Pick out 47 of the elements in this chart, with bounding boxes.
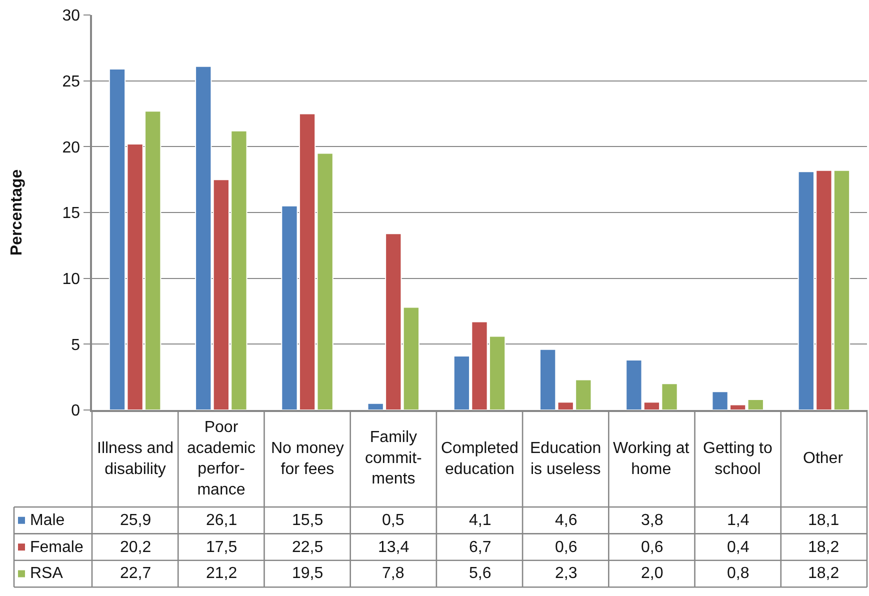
data-label: 26,1 bbox=[206, 512, 238, 529]
y-tick-label: 0 bbox=[71, 402, 80, 420]
legend-label: Male bbox=[30, 512, 65, 529]
data-label: 15,5 bbox=[292, 512, 324, 529]
data-label: 22,5 bbox=[292, 539, 324, 556]
data-label: 2,3 bbox=[555, 565, 578, 582]
data-label: 20,2 bbox=[120, 539, 152, 556]
y-tick-label: 25 bbox=[62, 73, 80, 90]
data-label: 3,8 bbox=[641, 512, 664, 529]
data-label: 0,4 bbox=[727, 539, 750, 556]
data-label: 5,6 bbox=[469, 565, 492, 582]
data-label: 18,1 bbox=[808, 512, 840, 529]
x-tick-label: No money for fees bbox=[271, 440, 344, 478]
data-label: 4,1 bbox=[469, 512, 492, 529]
legend-label: Female bbox=[30, 539, 84, 556]
legend-label: RSA bbox=[30, 565, 64, 582]
data-label: 17,5 bbox=[206, 539, 238, 556]
data-label: 0,6 bbox=[555, 539, 578, 556]
data-label: 7,8 bbox=[382, 565, 404, 582]
x-tick-label: Completed education bbox=[441, 440, 518, 478]
y-tick-label: 15 bbox=[62, 205, 80, 222]
x-tick-label: Illness and disability bbox=[97, 440, 174, 478]
data-label: 0,8 bbox=[727, 565, 750, 582]
data-label: 0,6 bbox=[641, 539, 664, 556]
data-label: 19,5 bbox=[292, 565, 324, 582]
data-label: 6,7 bbox=[469, 539, 492, 556]
y-tick-label: 5 bbox=[71, 336, 80, 354]
data-label: 18,2 bbox=[808, 539, 840, 556]
data-label: 21,2 bbox=[206, 565, 238, 582]
x-tick-label: Family commit- ments bbox=[365, 429, 422, 488]
data-label: 1,4 bbox=[727, 512, 750, 529]
data-label: 22,7 bbox=[120, 565, 152, 582]
data-label: 25,9 bbox=[120, 512, 152, 529]
data-label: 18,2 bbox=[808, 565, 840, 582]
x-tick-label: Poor academic perfor- mance bbox=[187, 419, 256, 498]
y-axis-title: Percentage bbox=[8, 169, 26, 256]
y-tick-label: 10 bbox=[62, 270, 80, 288]
x-tick-label: Education is useless bbox=[530, 440, 602, 478]
data-label: 4,6 bbox=[555, 512, 578, 529]
x-tick-label: Getting to school bbox=[703, 440, 772, 478]
y-tick-label: 20 bbox=[62, 139, 80, 156]
data-label: 0,5 bbox=[382, 512, 404, 529]
x-tick-label: Working at home bbox=[613, 440, 690, 478]
data-label: 2,0 bbox=[641, 565, 664, 582]
data-label: 13,4 bbox=[378, 539, 410, 556]
y-tick-label: 30 bbox=[62, 8, 80, 25]
x-tick-label: Other bbox=[803, 450, 844, 467]
